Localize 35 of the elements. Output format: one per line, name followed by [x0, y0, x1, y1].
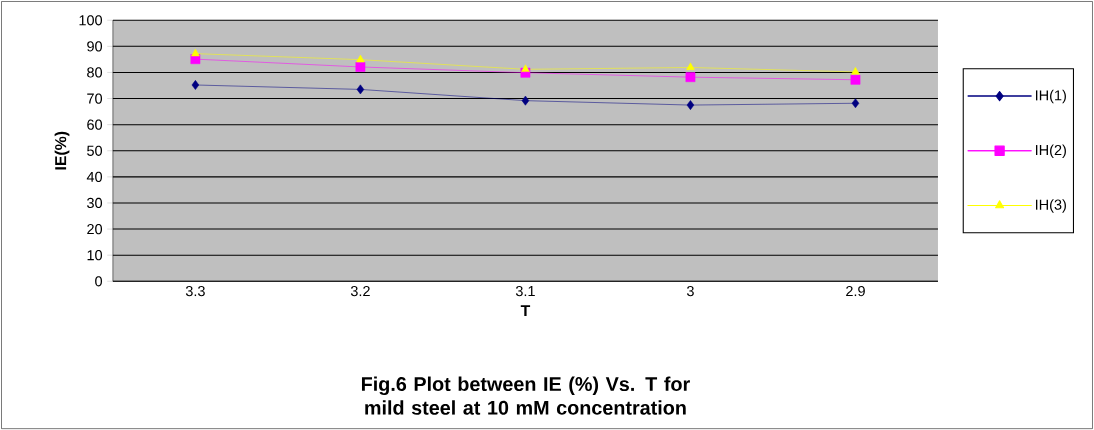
point — [191, 48, 200, 57]
point — [356, 84, 365, 95]
y-tick-label: 80 — [87, 67, 103, 78]
y-tick-label: 100 — [79, 15, 103, 26]
point — [356, 54, 365, 63]
point — [521, 64, 530, 72]
point — [521, 95, 530, 106]
legend-label: IH(1) — [1035, 89, 1066, 104]
y-tick-label: 20 — [87, 223, 103, 235]
point — [851, 66, 860, 75]
point — [685, 72, 696, 82]
x-tick-label: 3.1 — [515, 285, 535, 297]
point — [191, 80, 200, 90]
point — [355, 62, 366, 72]
y-axis-title: IE(%) — [54, 131, 70, 170]
y-tick-label: 70 — [87, 93, 103, 104]
legend-label: IH(3) — [1035, 199, 1066, 213]
y-tick-label: 50 — [87, 145, 103, 156]
y-tick-label: 30 — [87, 197, 103, 209]
y-tick-label: 90 — [87, 41, 103, 52]
point — [850, 74, 861, 85]
y-tick-label: 60 — [87, 119, 103, 130]
point — [851, 98, 860, 109]
y-tick-label: 0 — [95, 276, 103, 287]
x-tick-label: 3 — [686, 285, 694, 297]
x-tick-label: 3.2 — [350, 285, 370, 297]
x-axis-title: T — [520, 305, 531, 317]
x-tick-label: 3.3 — [185, 285, 205, 297]
y-tick-label: 10 — [87, 249, 103, 261]
point — [686, 100, 695, 110]
x-tick-label: 2.9 — [846, 285, 865, 297]
legend-label: IH(2) — [1035, 144, 1066, 158]
y-tick-label: 40 — [86, 171, 103, 182]
point — [686, 62, 695, 70]
text: Fig.6 Plot between IE (%) Vs. T for mild steel at 10 mM concentration — [361, 376, 690, 415]
